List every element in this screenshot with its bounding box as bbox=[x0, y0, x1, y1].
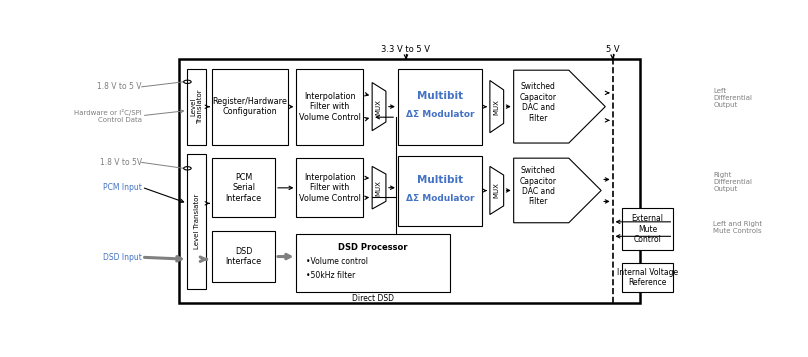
Text: Internal Voltage
Reference: Internal Voltage Reference bbox=[617, 268, 678, 287]
Text: Interpolation
Filter with
Volume Control: Interpolation Filter with Volume Control bbox=[299, 173, 361, 203]
Text: 5 V: 5 V bbox=[606, 45, 620, 54]
Text: MUX: MUX bbox=[493, 182, 499, 198]
Text: DSD
Interface: DSD Interface bbox=[225, 247, 262, 266]
Text: ΔΣ Modulator: ΔΣ Modulator bbox=[406, 194, 474, 203]
Text: •50kHz filter: •50kHz filter bbox=[305, 271, 355, 280]
Polygon shape bbox=[372, 166, 386, 209]
Text: ΔΣ Modulator: ΔΣ Modulator bbox=[406, 111, 474, 120]
Bar bbox=[213, 69, 288, 145]
Bar bbox=[622, 263, 673, 292]
Bar bbox=[398, 156, 482, 226]
Bar bbox=[297, 158, 364, 217]
Polygon shape bbox=[514, 158, 601, 223]
Text: 1.8 V to 5 V: 1.8 V to 5 V bbox=[97, 82, 141, 91]
Text: DSD Input: DSD Input bbox=[103, 253, 141, 262]
Text: MUX: MUX bbox=[376, 180, 381, 196]
Text: External
Mute
Control: External Mute Control bbox=[632, 214, 663, 244]
Text: Level
Translator: Level Translator bbox=[191, 90, 204, 124]
Bar bbox=[187, 154, 206, 289]
Polygon shape bbox=[490, 80, 503, 133]
Text: Multibit: Multibit bbox=[417, 91, 463, 101]
Text: 1.8 V to 5V: 1.8 V to 5V bbox=[99, 158, 141, 167]
Bar bbox=[398, 69, 482, 145]
Bar bbox=[297, 69, 364, 145]
Text: Register/Hardware
Configuration: Register/Hardware Configuration bbox=[213, 97, 288, 116]
Bar bbox=[213, 231, 275, 282]
Bar bbox=[622, 208, 673, 250]
Polygon shape bbox=[490, 166, 503, 215]
Text: Multibit: Multibit bbox=[417, 175, 463, 185]
Text: Left and Right
Mute Controls: Left and Right Mute Controls bbox=[713, 221, 763, 233]
Text: Left
Differential
Output: Left Differential Output bbox=[713, 88, 752, 108]
Text: MUX: MUX bbox=[376, 99, 381, 115]
Bar bbox=[213, 158, 275, 217]
Text: Direct DSD: Direct DSD bbox=[352, 294, 394, 303]
Bar bbox=[297, 234, 450, 292]
Text: Hardware or I²C/SPI
Control Data: Hardware or I²C/SPI Control Data bbox=[74, 109, 141, 123]
Text: Switched
Capacitor
DAC and
Filter: Switched Capacitor DAC and Filter bbox=[520, 166, 557, 206]
Text: 3.3 V to 5 V: 3.3 V to 5 V bbox=[381, 45, 431, 54]
Text: Interpolation
Filter with
Volume Control: Interpolation Filter with Volume Control bbox=[299, 92, 361, 122]
Polygon shape bbox=[514, 70, 605, 143]
Text: Level Translator: Level Translator bbox=[194, 194, 200, 249]
Text: PCM
Serial
Interface: PCM Serial Interface bbox=[225, 173, 262, 203]
Polygon shape bbox=[372, 82, 386, 131]
Text: Switched
Capacitor
DAC and
Filter: Switched Capacitor DAC and Filter bbox=[520, 82, 557, 122]
Text: DSD Processor: DSD Processor bbox=[339, 243, 408, 252]
Bar bbox=[187, 69, 206, 145]
Text: PCM Input: PCM Input bbox=[103, 183, 141, 192]
Text: •Volume control: •Volume control bbox=[305, 257, 368, 266]
Text: MUX: MUX bbox=[493, 99, 499, 115]
Text: Right
Differential
Output: Right Differential Output bbox=[713, 172, 752, 192]
Bar bbox=[179, 59, 640, 303]
